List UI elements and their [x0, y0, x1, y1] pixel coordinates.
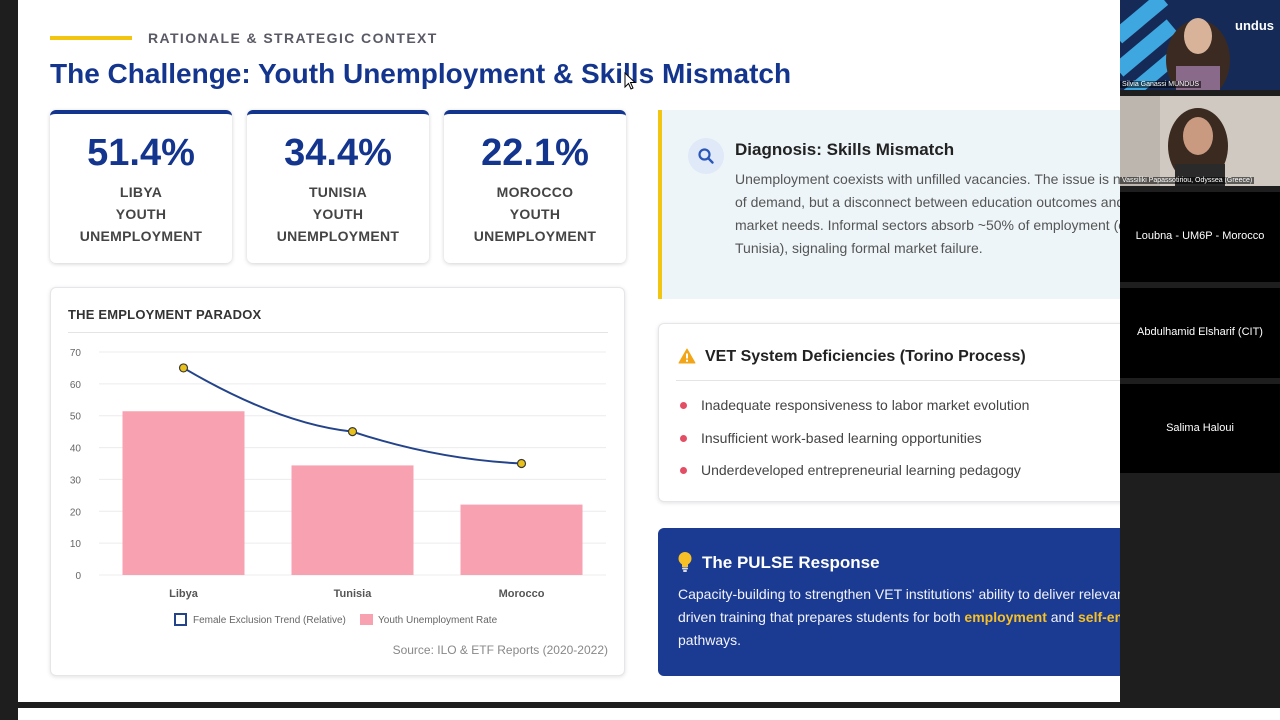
participant-name: Abdulhamid Elsharif (CIT) [1137, 326, 1263, 338]
chart-source: Source: ILO & ETF Reports (2020-2022) [392, 643, 608, 657]
participant-tile-salima[interactable]: Salima Haloui [1120, 384, 1280, 473]
section-kicker: RATIONALE & STRATEGIC CONTEXT [148, 30, 438, 46]
participant-tile-abdulhamid[interactable]: Abdulhamid Elsharif (CIT) [1120, 288, 1280, 378]
participant-video [1120, 96, 1280, 186]
slide-title: The Challenge: Youth Unemployment & Skil… [50, 58, 792, 89]
bar-morocco [460, 504, 583, 575]
list-item-text: Inadequate responsiveness to labor marke… [701, 397, 1030, 413]
stat-label-line: YOUTH [115, 206, 167, 222]
vet-list: Inadequate responsiveness to labor marke… [680, 394, 1029, 492]
pulse-text: pathways. [678, 632, 742, 648]
stat-card-tunisia: 34.4% TUNISIA YOUTH UNEMPLOYMENT [247, 110, 429, 263]
stat-card-morocco: 22.1% MOROCCO YOUTH UNEMPLOYMENT [444, 110, 626, 263]
pulse-text: Capacity-building to strengthen VET inst… [678, 586, 1120, 625]
participant-tile-silvia[interactable]: undus Silvia Ganassi MUNDUS [1120, 0, 1280, 90]
list-item: Insufficient work-based learning opportu… [680, 427, 1029, 460]
y-tick-label: 10 [70, 539, 82, 550]
trend-point [178, 363, 189, 373]
stat-value: 51.4% [87, 132, 195, 174]
kicker-accent-line [50, 36, 132, 40]
y-tick-label: 0 [75, 571, 81, 582]
employment-paradox-chart: 0 10 20 30 40 50 60 70 Libya Tunisia Morocco Female… [70, 348, 606, 626]
legend-swatch-bar [360, 614, 373, 625]
stat-label-line: UNEMPLOYMENT [276, 228, 400, 244]
diagnosis-card: Diagnosis: Skills Mismatch Unemployment … [658, 110, 1120, 299]
vet-deficiencies-card: VET System Deficiencies (Torino Process)… [658, 323, 1120, 502]
chart-divider [68, 332, 608, 333]
stat-value: 34.4% [284, 132, 392, 174]
stat-label-line: YOUTH [509, 206, 561, 222]
diagnosis-title: Diagnosis: Skills Mismatch [735, 140, 955, 159]
pulse-text: and [1046, 609, 1079, 625]
trend-point [347, 427, 358, 437]
y-tick-label: 70 [70, 348, 82, 359]
stat-label: LIBYA YOUTH UNEMPLOYMENT [50, 181, 232, 247]
participant-tile-vassiliki[interactable]: Vassiliki Papassotiriou, Odyssea (Greece… [1120, 96, 1280, 186]
pulse-title: The PULSE Response [702, 553, 880, 572]
list-item-text: Underdeveloped entrepreneurial learning … [701, 462, 1021, 478]
list-item: Underdeveloped entrepreneurial learning … [680, 459, 1029, 492]
participant-tile-loubna[interactable]: Loubna - UM6P - Morocco [1120, 192, 1280, 282]
next-slide-strip [18, 708, 1280, 720]
trend-point [516, 458, 527, 469]
presentation-slide: RATIONALE & STRATEGIC CONTEXT The Challe… [18, 0, 1120, 702]
bar-tunisia [291, 465, 414, 575]
participant-name: Salima Haloui [1166, 422, 1234, 434]
stat-value: 22.1% [481, 132, 589, 174]
chart-title: THE EMPLOYMENT PARADOX [68, 307, 262, 322]
employment-paradox-chart-card: THE EMPLOYMENT PARADOX 0 10 20 30 40 50 60 70 Li… [50, 287, 625, 676]
participant-name: Vassiliki Papassotiriou, Odyssea (Greece… [1120, 177, 1255, 184]
y-tick-label: 40 [70, 444, 82, 455]
stat-label-country: TUNISIA [308, 184, 368, 200]
warning-icon [678, 348, 696, 364]
participant-name: Loubna - UM6P - Morocco [1135, 230, 1265, 242]
stat-label-line: UNEMPLOYMENT [473, 228, 597, 244]
bullet-dot [680, 467, 687, 474]
legend-swatch-line [174, 613, 187, 626]
lightbulb-icon [678, 552, 692, 572]
stat-label-country: LIBYA [119, 184, 163, 200]
mouse-cursor-icon [624, 72, 636, 90]
participant-name: Silvia Ganassi MUNDUS [1120, 81, 1202, 88]
highlight-employment: employment [964, 609, 1047, 625]
mundus-logo: undus [1235, 18, 1274, 33]
y-tick-label: 30 [70, 475, 82, 486]
pulse-body: Capacity-building to strengthen VET inst… [678, 583, 1120, 652]
vet-divider [676, 380, 1120, 381]
stat-label-country: MOROCCO [496, 184, 574, 200]
list-item: Inadequate responsiveness to labor marke… [680, 394, 1029, 427]
x-tick-label: Tunisia [334, 588, 373, 600]
vet-title: VET System Deficiencies (Torino Process) [705, 348, 1026, 365]
y-tick-label: 60 [70, 380, 82, 391]
legend-label: Youth Unemployment Rate [378, 615, 498, 626]
stat-label: TUNISIA YOUTH UNEMPLOYMENT [247, 181, 429, 247]
x-tick-label: Libya [169, 588, 199, 600]
participant-video [1120, 0, 1280, 90]
stat-label: MOROCCO YOUTH UNEMPLOYMENT [444, 181, 626, 247]
y-tick-label: 50 [70, 412, 82, 423]
search-icon [688, 138, 724, 174]
highlight-self-employment: self-employment [1078, 609, 1120, 625]
stat-label-line: UNEMPLOYMENT [79, 228, 203, 244]
stat-card-libya: 51.4% LIBYA YOUTH UNEMPLOYMENT [50, 110, 232, 263]
legend-label: Female Exclusion Trend (Relative) [193, 615, 346, 626]
bar-libya [122, 411, 245, 575]
stat-label-line: YOUTH [312, 206, 364, 222]
bullet-dot [680, 402, 687, 409]
x-tick-label: Morocco [499, 588, 545, 600]
y-tick-label: 20 [70, 507, 82, 518]
pulse-response-card: The PULSE Response Capacity-building to … [658, 528, 1120, 676]
diagnosis-body: Unemployment coexists with unfilled vaca… [735, 171, 1120, 256]
list-item-text: Insufficient work-based learning opportu… [701, 429, 982, 446]
bullet-dot [680, 434, 687, 442]
